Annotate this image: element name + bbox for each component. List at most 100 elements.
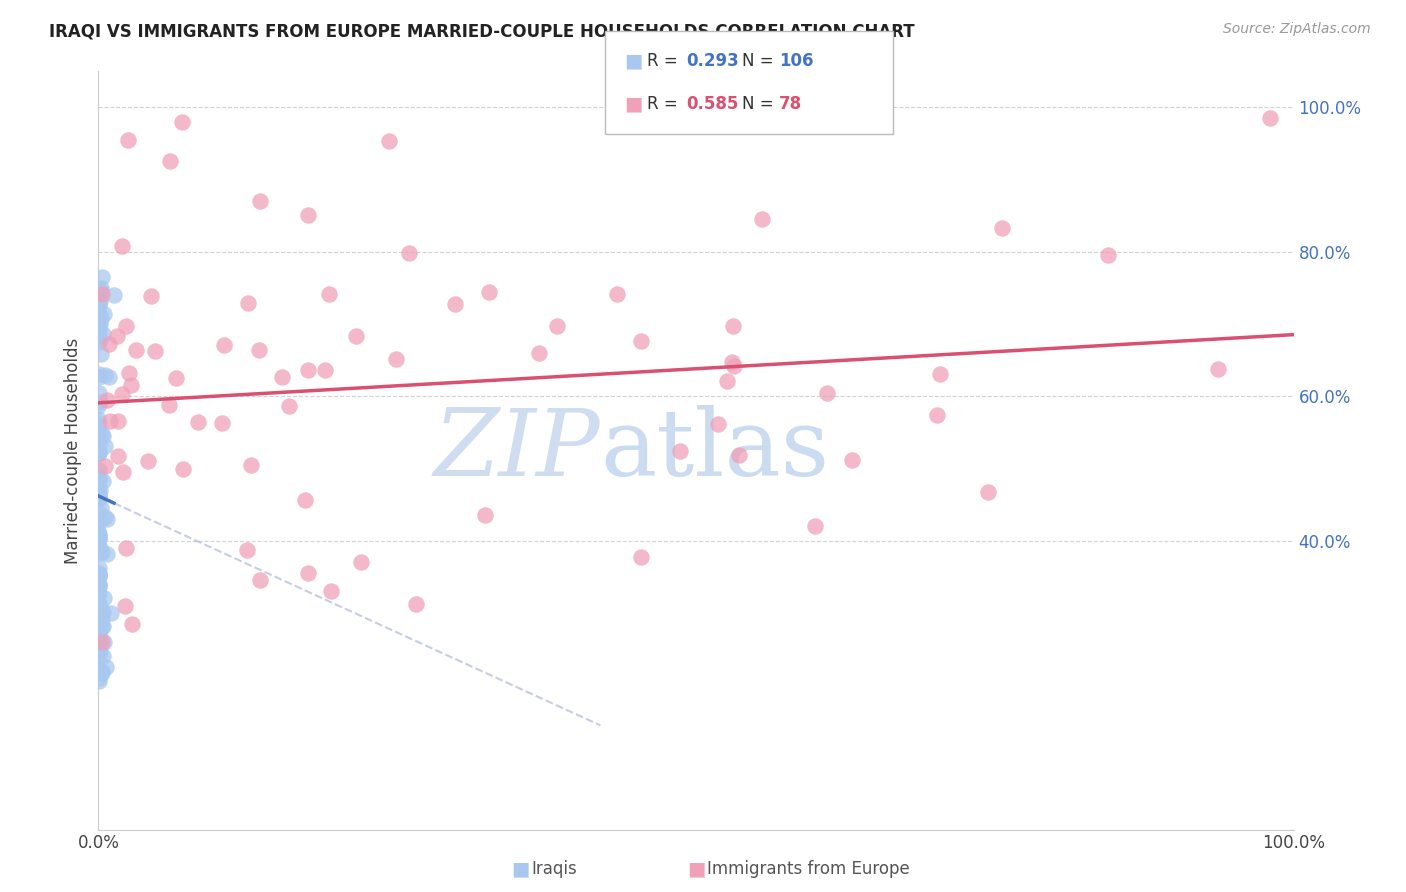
- Point: [751, 212, 773, 227]
- Text: ZIP: ZIP: [433, 406, 600, 495]
- Text: Source: ZipAtlas.com: Source: ZipAtlas.com: [1223, 22, 1371, 37]
- Point: [87, 298, 110, 312]
- Point: [378, 134, 401, 148]
- Point: [89, 580, 111, 594]
- Point: [87, 307, 110, 321]
- Point: [721, 318, 744, 333]
- Point: [94, 459, 117, 474]
- Point: [87, 577, 110, 591]
- Point: [89, 437, 111, 451]
- Point: [87, 488, 110, 502]
- Point: [87, 615, 110, 630]
- Point: [249, 574, 271, 588]
- Point: [121, 616, 143, 631]
- Point: [87, 531, 110, 545]
- Point: [270, 370, 292, 384]
- Point: [87, 506, 110, 520]
- Point: [87, 412, 110, 426]
- Point: [721, 354, 744, 368]
- Point: [87, 561, 110, 575]
- Point: [105, 329, 128, 343]
- Point: [87, 524, 110, 538]
- Point: [89, 463, 111, 477]
- Point: [115, 541, 138, 555]
- Text: ■: ■: [624, 95, 643, 113]
- Point: [89, 474, 111, 488]
- Point: [1258, 112, 1281, 126]
- Point: [90, 347, 112, 361]
- Point: [1206, 362, 1229, 376]
- Point: [97, 337, 120, 351]
- Point: [91, 619, 114, 633]
- Point: [87, 587, 110, 601]
- Point: [98, 370, 121, 384]
- Point: [91, 286, 114, 301]
- Point: [90, 635, 112, 649]
- Point: [90, 310, 112, 325]
- Text: Immigrants from Europe: Immigrants from Europe: [707, 860, 910, 878]
- Point: [211, 416, 233, 430]
- Point: [728, 448, 751, 462]
- Point: [93, 591, 115, 606]
- Point: [87, 568, 110, 582]
- Point: [707, 417, 730, 432]
- Point: [89, 514, 111, 528]
- Point: [87, 295, 110, 310]
- Text: R =: R =: [647, 95, 683, 113]
- Point: [89, 643, 111, 657]
- Point: [96, 659, 118, 673]
- Point: [277, 399, 299, 413]
- Point: [87, 648, 110, 662]
- Point: [115, 318, 138, 333]
- Point: [91, 545, 114, 559]
- Point: [87, 470, 110, 484]
- Point: [87, 385, 110, 400]
- Point: [94, 368, 117, 383]
- Text: 78: 78: [779, 95, 801, 113]
- Point: [91, 612, 114, 626]
- Point: [297, 566, 319, 581]
- Point: [91, 620, 114, 634]
- Point: [294, 493, 316, 508]
- Point: [125, 343, 148, 357]
- Point: [91, 429, 114, 443]
- Point: [87, 370, 110, 384]
- Point: [111, 387, 134, 401]
- Point: [157, 398, 180, 412]
- Point: [87, 327, 110, 342]
- Point: [297, 363, 319, 377]
- Point: [240, 458, 263, 473]
- Point: [91, 270, 114, 285]
- Point: [89, 674, 111, 689]
- Point: [96, 393, 118, 408]
- Point: [96, 511, 118, 525]
- Point: [815, 385, 838, 400]
- Point: [87, 628, 110, 642]
- Point: [87, 445, 110, 459]
- Point: [117, 133, 139, 147]
- Point: [89, 483, 111, 497]
- Point: [107, 449, 129, 463]
- Point: [89, 586, 111, 600]
- Point: [529, 346, 551, 360]
- Text: N =: N =: [742, 95, 779, 113]
- Point: [103, 288, 125, 302]
- Point: [87, 527, 110, 541]
- Point: [478, 285, 501, 299]
- Point: [91, 649, 114, 664]
- Point: [238, 296, 260, 310]
- Point: [87, 566, 110, 581]
- Point: [87, 446, 110, 460]
- Point: [90, 427, 112, 442]
- Point: [87, 531, 110, 545]
- Point: [93, 605, 115, 619]
- Point: [841, 452, 863, 467]
- Point: [112, 465, 135, 479]
- Point: [927, 409, 949, 423]
- Point: [87, 399, 110, 413]
- Point: [716, 374, 738, 388]
- Point: [87, 491, 110, 506]
- Point: [87, 671, 110, 685]
- Text: 106: 106: [779, 52, 814, 70]
- Point: [474, 508, 496, 522]
